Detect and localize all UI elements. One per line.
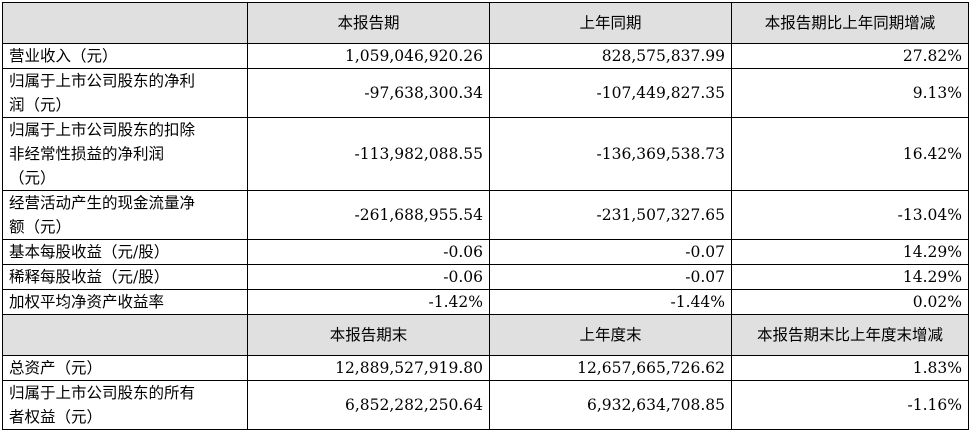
financial-table: 本报告期 上年同期 本报告期比上年同期增减营业收入（元） 1,059,046,920.… xyxy=(2,2,969,430)
table-row: 总资产（元） 12,889,527,919.80 12,657,665,726.62… xyxy=(2,355,969,381)
table-row: 归属于上市公司股东的所有 者权益（元） 6,852,282,250.64 6,932,… xyxy=(2,380,969,430)
row-label-line: 总资产（元） xyxy=(9,359,103,377)
column-header: 上年度末 xyxy=(489,314,732,356)
cell-prior: -0.07 xyxy=(489,264,732,290)
row-label: 归属于上市公司股东的扣除 非经常性损益的净利润 （元） xyxy=(2,117,248,191)
row-label-line: 加权平均净资产收益率 xyxy=(9,293,165,311)
table-row: 归属于上市公司股东的扣除 非经常性损益的净利润 （元） -113,982,088.55… xyxy=(2,117,969,191)
row-label: 稀释每股收益（元/股） xyxy=(2,264,248,290)
cell-prior: 12,657,665,726.62 xyxy=(489,355,732,381)
cell-prior: 828,575,837.99 xyxy=(489,43,732,69)
row-label-line: 经营活动产生的现金流量净 xyxy=(9,194,196,212)
cell-change: 0.02% xyxy=(731,289,969,315)
row-label: 总资产（元） xyxy=(2,355,248,381)
cell-current: -0.06 xyxy=(247,264,490,290)
row-label: 营业收入（元） xyxy=(2,43,248,69)
cell-current: -113,982,088.55 xyxy=(247,117,490,191)
table-row: 归属于上市公司股东的净利 润（元） -97,638,300.34 -107,449,8… xyxy=(2,68,969,118)
cell-prior: -1.44% xyxy=(489,289,732,315)
cell-prior: -0.07 xyxy=(489,239,732,265)
header-row: 本报告期末 上年度末 本报告期末比上年度末增减 xyxy=(2,314,969,356)
table-row: 营业收入（元） 1,059,046,920.26 828,575,837.99 27.… xyxy=(2,43,969,69)
row-label-line: 额（元） xyxy=(9,218,72,236)
cell-current: 12,889,527,919.80 xyxy=(247,355,490,381)
column-header xyxy=(2,2,248,44)
table-row: 经营活动产生的现金流量净 额（元） -261,688,955.54 -231,507,… xyxy=(2,190,969,240)
row-label-line: 归属于上市公司股东的扣除 xyxy=(9,121,196,139)
cell-current: -97,638,300.34 xyxy=(247,68,490,118)
cell-current: -261,688,955.54 xyxy=(247,190,490,240)
column-header: 本报告期 xyxy=(247,2,490,44)
cell-prior: 6,932,634,708.85 xyxy=(489,380,732,430)
cell-change: 16.42% xyxy=(731,117,969,191)
row-label: 归属于上市公司股东的净利 润（元） xyxy=(2,68,248,118)
row-label: 加权平均净资产收益率 xyxy=(2,289,248,315)
row-label-line: 营业收入（元） xyxy=(9,47,118,65)
row-label-line: 润（元） xyxy=(9,96,72,114)
row-label-line: 归属于上市公司股东的所有 xyxy=(9,384,196,402)
cell-change: -1.16% xyxy=(731,380,969,430)
row-label: 经营活动产生的现金流量净 额（元） xyxy=(2,190,248,240)
cell-change: -13.04% xyxy=(731,190,969,240)
row-label-line: （元） xyxy=(9,169,56,187)
row-label-line: 基本每股收益（元/股） xyxy=(9,243,170,261)
row-label: 归属于上市公司股东的所有 者权益（元） xyxy=(2,380,248,430)
column-header: 本报告期末 xyxy=(247,314,490,356)
financial-summary: 本报告期 上年同期 本报告期比上年同期增减营业收入（元） 1,059,046,920.… xyxy=(2,2,969,430)
cell-change: 14.29% xyxy=(731,264,969,290)
row-label-line: 稀释每股收益（元/股） xyxy=(9,268,170,286)
table-row: 稀释每股收益（元/股） -0.06 -0.07 14.29% xyxy=(2,264,969,290)
column-header: 本报告期比上年同期增减 xyxy=(731,2,969,44)
cell-current: 6,852,282,250.64 xyxy=(247,380,490,430)
table-row: 加权平均净资产收益率 -1.42% -1.44% 0.02% xyxy=(2,289,969,315)
cell-current: -1.42% xyxy=(247,289,490,315)
cell-prior: -107,449,827.35 xyxy=(489,68,732,118)
column-header xyxy=(2,314,248,356)
header-row: 本报告期 上年同期 本报告期比上年同期增减 xyxy=(2,2,969,44)
cell-change: 9.13% xyxy=(731,68,969,118)
cell-prior: -231,507,327.65 xyxy=(489,190,732,240)
row-label-line: 归属于上市公司股东的净利 xyxy=(9,72,196,90)
cell-change: 27.82% xyxy=(731,43,969,69)
cell-current: -0.06 xyxy=(247,239,490,265)
column-header: 本报告期末比上年度末增减 xyxy=(731,314,969,356)
cell-change: 1.83% xyxy=(731,355,969,381)
row-label: 基本每股收益（元/股） xyxy=(2,239,248,265)
cell-change: 14.29% xyxy=(731,239,969,265)
cell-current: 1,059,046,920.26 xyxy=(247,43,490,69)
cell-prior: -136,369,538.73 xyxy=(489,117,732,191)
column-header: 上年同期 xyxy=(489,2,732,44)
table-row: 基本每股收益（元/股） -0.06 -0.07 14.29% xyxy=(2,239,969,265)
row-label-line: 者权益（元） xyxy=(9,408,103,426)
row-label-line: 非经常性损益的净利润 xyxy=(9,145,165,163)
